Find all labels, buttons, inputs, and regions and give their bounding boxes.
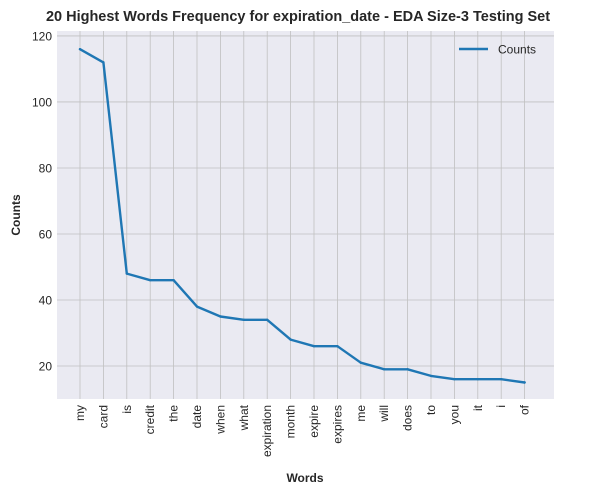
data-point — [336, 345, 338, 347]
y-tick-label: 80 — [39, 161, 53, 175]
data-point — [383, 368, 385, 370]
x-tick-label: when — [213, 405, 227, 435]
x-tick-label: me — [354, 405, 368, 422]
x-tick-label: will — [377, 405, 391, 423]
chart-title: 20 Highest Words Frequency for expiratio… — [46, 9, 550, 25]
data-point — [196, 305, 198, 307]
data-point — [126, 272, 128, 274]
y-tick-label: 40 — [39, 293, 53, 307]
data-point — [523, 381, 525, 383]
x-tick-label: what — [237, 404, 251, 431]
x-tick-label: expiration — [260, 405, 274, 457]
data-point — [406, 368, 408, 370]
x-tick-label: date — [190, 405, 204, 429]
x-tick-label: you — [447, 405, 461, 424]
data-point — [172, 279, 174, 281]
y-tick-label: 120 — [32, 29, 52, 43]
x-tick-label: does — [401, 405, 415, 431]
x-tick-label: it — [471, 404, 485, 411]
x-axis-label: Words — [286, 471, 323, 485]
y-axis-label: Counts — [9, 194, 23, 236]
x-tick-label: month — [284, 405, 298, 438]
data-point — [453, 378, 455, 380]
y-tick-label: 60 — [39, 227, 53, 241]
data-point — [477, 378, 479, 380]
data-point — [102, 61, 104, 63]
data-point — [313, 345, 315, 347]
data-point — [219, 315, 221, 317]
legend-label-counts: Counts — [498, 43, 536, 57]
x-tick-label: the — [167, 405, 181, 422]
data-point — [79, 48, 81, 50]
data-point — [289, 338, 291, 340]
data-point — [149, 279, 151, 281]
x-tick-label: expire — [307, 405, 321, 438]
x-tick-label: is — [120, 405, 134, 414]
x-tick-label: of — [518, 404, 532, 415]
x-tick-label: expires — [330, 405, 344, 444]
x-tick-label: my — [73, 405, 87, 421]
y-tick-label: 20 — [39, 359, 53, 373]
x-tick-label: credit — [143, 404, 157, 434]
data-point — [266, 319, 268, 321]
data-point — [430, 375, 432, 377]
x-tick-label: card — [96, 405, 110, 428]
x-tick-label: to — [424, 405, 438, 415]
data-point — [360, 361, 362, 363]
x-tick-label: i — [494, 405, 508, 408]
data-point — [243, 319, 245, 321]
data-point — [500, 378, 502, 380]
y-tick-label: 100 — [32, 95, 52, 109]
